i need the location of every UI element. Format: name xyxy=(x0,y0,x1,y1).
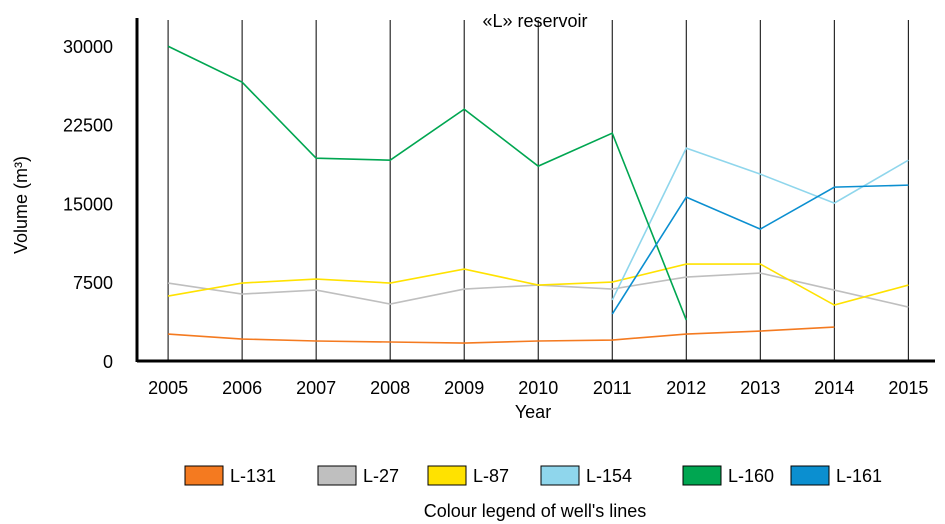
y-tick-label: 15000 xyxy=(63,194,113,214)
y-tick-label: 0 xyxy=(103,352,113,372)
chart-title: «L» reservoir xyxy=(482,11,587,31)
y-tick-label: 30000 xyxy=(63,37,113,57)
x-tick-label: 2013 xyxy=(740,378,780,398)
x-tick-label: 2011 xyxy=(593,378,632,398)
series-line xyxy=(611,184,909,315)
y-tick-label: 7500 xyxy=(73,273,113,293)
legend-label: L-87 xyxy=(473,466,509,486)
legend-swatch xyxy=(790,465,830,486)
legend-swatch xyxy=(317,465,357,486)
y-tick-label: 22500 xyxy=(63,116,113,136)
legend-label: L-161 xyxy=(836,466,882,486)
legend-label: L-154 xyxy=(586,466,632,486)
x-tick-label: 2008 xyxy=(370,378,410,398)
legend-label: L-131 xyxy=(230,466,276,486)
legend-title: Colour legend of well's lines xyxy=(424,501,647,521)
x-tick-label: 2012 xyxy=(666,378,706,398)
x-tick-label: 2014 xyxy=(814,378,854,398)
series-line xyxy=(168,326,835,344)
x-tick-label: 2006 xyxy=(222,378,262,398)
y-axis-label: Volume (m³) xyxy=(11,156,31,254)
legend-swatch xyxy=(540,465,580,486)
x-tick-label: 2010 xyxy=(518,378,558,398)
legend-swatch xyxy=(427,465,467,486)
series-line xyxy=(167,45,688,321)
legend-swatch xyxy=(184,465,224,486)
legend-label: L-160 xyxy=(728,466,774,486)
legend-label: L-27 xyxy=(363,466,399,486)
series-line xyxy=(611,147,909,301)
legend-swatch xyxy=(682,465,722,486)
x-tick-label: 2009 xyxy=(444,378,484,398)
x-axis-label: Year xyxy=(515,402,551,422)
x-tick-label: 2015 xyxy=(888,378,928,398)
series-line xyxy=(167,263,909,306)
x-tick-label: 2005 xyxy=(148,378,188,398)
x-tick-label: 2007 xyxy=(296,378,336,398)
